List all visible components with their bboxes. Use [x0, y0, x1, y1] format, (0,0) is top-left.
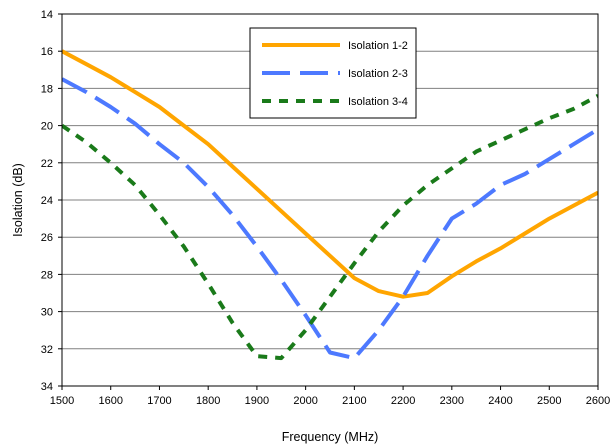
x-tick-label: 1800: [196, 395, 220, 407]
y-tick-label: 16: [41, 46, 53, 58]
x-tick-label: 2600: [586, 395, 610, 407]
y-axis-label: Isolation (dB): [11, 163, 25, 237]
y-tick-label: 14: [41, 9, 53, 21]
x-tick-label: 2200: [391, 395, 415, 407]
x-tick-label: 1700: [147, 395, 171, 407]
y-axis-ticks: 14 16 18 20 22 24 26 28 30 32 34: [41, 9, 62, 393]
x-tick-label: 1500: [50, 395, 74, 407]
x-tick-label: 2100: [342, 395, 366, 407]
x-tick-label: 1600: [98, 395, 122, 407]
x-tick-label: 2400: [488, 395, 512, 407]
legend-label-1: Isolation 1-2: [348, 40, 408, 52]
legend-label-2: Isolation 2-3: [348, 68, 408, 80]
y-tick-label: 28: [41, 269, 53, 281]
y-tick-label: 34: [41, 381, 53, 393]
y-tick-label: 24: [41, 195, 53, 207]
series-line-3: [62, 94, 598, 361]
series-line-2: [62, 77, 598, 361]
y-tick-label: 22: [41, 158, 53, 170]
x-axis-ticks: 1500 1600 1700 1800 1900 2000 2100 2200 2300 2400…: [50, 386, 610, 407]
x-axis-label: Frequency (MHz): [282, 430, 379, 444]
y-tick-label: 30: [41, 307, 53, 319]
x-tick-label: 1900: [245, 395, 269, 407]
x-tick-label: 2000: [293, 395, 317, 407]
y-tick-label: 18: [41, 83, 53, 95]
y-tick-label: 20: [41, 121, 53, 133]
legend: Isolation 1-2 Isolation 2-3 Isolation 3-4: [249, 27, 417, 119]
x-tick-label: 2300: [440, 395, 464, 407]
series-layer: [62, 49, 598, 361]
y-tick-label: 26: [41, 232, 53, 244]
x-tick-label: 2500: [537, 395, 561, 407]
legend-label-3: Isolation 3-4: [348, 96, 408, 108]
y-tick-label: 32: [41, 344, 53, 356]
series-line-1: [62, 49, 598, 299]
